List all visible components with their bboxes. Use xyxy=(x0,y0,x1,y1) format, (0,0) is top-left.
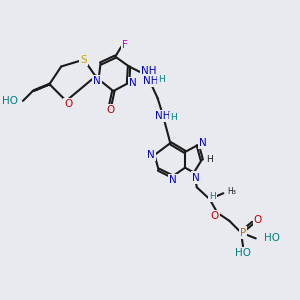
Text: F: F xyxy=(122,40,128,50)
Text: NH: NH xyxy=(143,76,158,86)
Text: H: H xyxy=(158,75,165,84)
Polygon shape xyxy=(94,76,99,80)
Text: NH: NH xyxy=(141,66,156,76)
Text: H: H xyxy=(170,113,177,122)
Text: H₃: H₃ xyxy=(227,187,236,196)
Text: O: O xyxy=(64,99,72,109)
Text: H: H xyxy=(209,192,216,201)
Text: N: N xyxy=(129,78,137,88)
Text: O: O xyxy=(210,211,219,221)
Text: N: N xyxy=(147,150,154,160)
Text: HO: HO xyxy=(235,248,251,258)
Text: H: H xyxy=(206,155,213,164)
Text: O: O xyxy=(254,215,262,225)
Text: N: N xyxy=(93,76,101,86)
Text: O: O xyxy=(106,105,115,115)
Text: NH: NH xyxy=(155,111,170,121)
Text: HO: HO xyxy=(2,96,18,106)
Text: S: S xyxy=(80,55,87,64)
Text: N: N xyxy=(192,172,200,182)
Text: N: N xyxy=(199,138,207,148)
Text: HO: HO xyxy=(264,233,280,243)
Text: N: N xyxy=(169,176,177,185)
Text: P: P xyxy=(240,227,246,238)
